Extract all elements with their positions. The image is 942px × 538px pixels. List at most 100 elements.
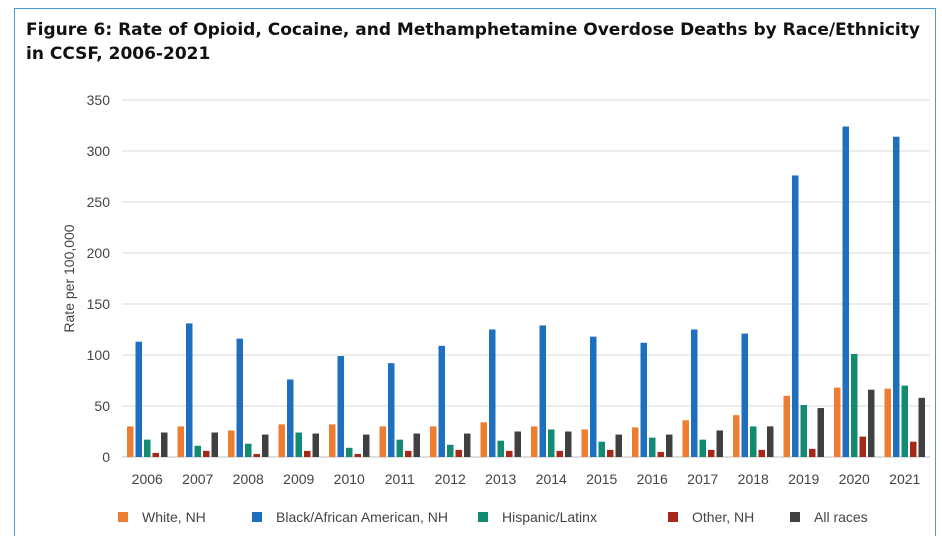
bar <box>135 341 142 457</box>
bar <box>127 426 134 457</box>
bar <box>337 356 344 457</box>
bar <box>464 433 471 457</box>
bar <box>556 450 563 457</box>
bar <box>388 363 395 457</box>
y-axis-ticks: 0 50 100 150 200 250 300 350 <box>87 92 111 465</box>
y-tick-label: 300 <box>87 143 111 159</box>
x-tick-label: 2014 <box>536 471 567 487</box>
bar <box>405 450 412 457</box>
x-tick-label: 2016 <box>637 471 668 487</box>
bar <box>480 422 487 457</box>
y-tick-label: 150 <box>87 296 111 312</box>
bar <box>228 430 235 457</box>
bar <box>851 353 858 457</box>
x-tick-label: 2007 <box>182 471 213 487</box>
x-tick-label: 2006 <box>132 471 163 487</box>
legend-label: Other, NH <box>692 509 754 525</box>
bar <box>615 434 622 457</box>
bar <box>809 448 816 457</box>
bar <box>531 426 538 457</box>
bar <box>203 450 210 457</box>
x-tick-label: 2017 <box>687 471 718 487</box>
x-tick-label: 2011 <box>385 471 415 487</box>
bar <box>548 429 555 457</box>
bar <box>295 432 302 457</box>
bar <box>783 395 790 457</box>
bar <box>657 451 664 457</box>
bar <box>607 449 614 457</box>
legend-label: All races <box>814 509 868 525</box>
bar <box>834 387 841 457</box>
bar <box>287 379 294 457</box>
y-axis-label: Rate per 100,000 <box>61 224 77 332</box>
legend: White, NH Black/African American, NH Hispa… <box>118 509 868 525</box>
x-tick-label: 2010 <box>334 471 365 487</box>
bar <box>842 126 849 458</box>
bar <box>590 336 597 457</box>
bar <box>565 431 572 457</box>
gridlines <box>122 99 930 458</box>
x-tick-label: 2020 <box>839 471 870 487</box>
legend-swatch <box>118 512 128 522</box>
bar <box>884 388 891 457</box>
legend-swatch <box>252 512 262 522</box>
x-tick-label: 2021 <box>889 471 920 487</box>
bar <box>278 424 285 457</box>
bars <box>127 126 925 458</box>
bar <box>396 439 403 457</box>
bar <box>438 345 445 457</box>
bar <box>144 439 151 457</box>
bar <box>767 426 774 457</box>
chart-frame <box>14 8 936 536</box>
legend-swatch <box>478 512 488 522</box>
bar <box>910 441 917 457</box>
bar <box>447 444 454 457</box>
bar <box>379 426 386 457</box>
bar <box>177 426 184 457</box>
legend-swatch <box>668 512 678 522</box>
x-tick-label: 2013 <box>485 471 516 487</box>
x-tick-label: 2009 <box>283 471 314 487</box>
y-tick-label: 0 <box>102 449 110 465</box>
bar <box>699 439 706 457</box>
bar <box>581 429 588 457</box>
y-tick-label: 100 <box>87 347 111 363</box>
y-tick-label: 200 <box>87 245 111 261</box>
bar <box>304 450 311 457</box>
legend-swatch <box>790 512 800 522</box>
bar <box>497 440 504 457</box>
y-tick-label: 350 <box>87 92 111 108</box>
bar <box>868 389 875 457</box>
legend-label: Hispanic/Latinx <box>502 509 597 525</box>
bar <box>506 450 513 457</box>
bar <box>640 342 647 457</box>
bar <box>363 434 370 457</box>
bar <box>666 434 673 457</box>
bar <box>859 436 866 457</box>
bar <box>455 449 462 457</box>
bar <box>354 453 361 457</box>
bar <box>194 445 201 457</box>
bar <box>236 338 243 457</box>
bar <box>691 329 698 457</box>
bar <box>800 404 807 457</box>
bar <box>514 431 521 457</box>
bar <box>598 441 605 457</box>
bar <box>901 385 908 457</box>
legend-label: White, NH <box>142 509 206 525</box>
x-tick-label: 2008 <box>233 471 264 487</box>
bar <box>716 430 723 457</box>
bar <box>312 433 319 457</box>
bar <box>413 433 420 457</box>
bar <box>253 453 260 457</box>
bar <box>489 329 496 457</box>
bar <box>632 427 639 457</box>
bar <box>152 452 159 457</box>
bar <box>817 408 824 457</box>
bar <box>708 449 715 457</box>
bar <box>329 424 336 457</box>
bar <box>682 420 689 457</box>
y-tick-label: 50 <box>94 398 110 414</box>
bar <box>750 426 757 457</box>
